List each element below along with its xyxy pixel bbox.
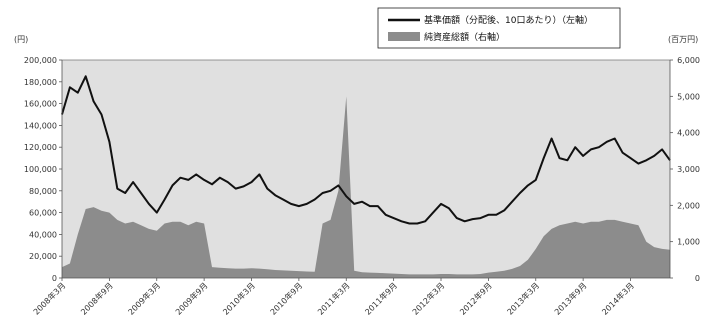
x-tick-label: 2009年9月: [173, 280, 209, 316]
legend: 基準価額（分配後、10口あたり）（左軸） 純資産総額（右軸）: [377, 7, 621, 49]
legend-swatch-nav: [388, 32, 420, 41]
left-tick-label: 160,000: [24, 100, 57, 109]
left-tick-label: 120,000: [24, 143, 57, 152]
x-tick-label: 2010年3月: [221, 280, 257, 316]
legend-label-price: 基準価額（分配後、10口あたり）（左軸）: [424, 14, 593, 26]
right-tick-label: 3,000: [677, 165, 700, 174]
left-tick-label: 80,000: [29, 187, 57, 196]
right-tick-label: 4,000: [677, 129, 700, 138]
right-tick-label: 1,000: [677, 238, 700, 247]
left-tick-label: 40,000: [29, 230, 57, 239]
x-tick-label: 2010年9月: [268, 280, 304, 316]
x-tick-label: 2009年3月: [126, 280, 162, 316]
x-tick-label: 2012年9月: [457, 280, 493, 316]
right-tick-label: 6,000: [677, 56, 700, 65]
x-tick-label: 2011年3月: [315, 280, 351, 316]
right-tick-label: 0: [695, 274, 700, 283]
x-tick-label: 2013年9月: [552, 280, 588, 316]
left-tick-label: 20,000: [29, 252, 57, 261]
left-tick-label: 0: [52, 274, 57, 283]
right-tick-label: 5,000: [677, 92, 700, 101]
x-tick-label: 2011年9月: [363, 280, 399, 316]
x-axis-ticks: 2008年3月 2008年9月 2009年3月 2009年9月 2010年3月 2010年…: [31, 278, 636, 317]
nav-area: [62, 96, 670, 278]
price-line-series: [61, 75, 671, 225]
right-axis-unit: (百万円): [668, 35, 698, 44]
legend-box: [377, 7, 621, 49]
x-tick-label: 2008年9月: [78, 280, 114, 316]
x-tick-label: 2014年3月: [600, 280, 636, 316]
nav-area-series: [62, 96, 670, 278]
left-tick-label: 140,000: [24, 121, 57, 130]
left-axis-ticks: 0 20,000 40,000 60,000 80,000 100,000 120,000 1…: [24, 56, 62, 283]
right-axis-ticks: 0 1,000 2,000 3,000 4,000 5,000 6,000: [670, 56, 700, 283]
left-tick-label: 60,000: [29, 209, 57, 218]
x-tick-label: 2013年3月: [505, 280, 541, 316]
x-tick-label: 2012年3月: [410, 280, 446, 316]
right-tick-label: 2,000: [677, 201, 700, 210]
left-tick-label: 180,000: [24, 78, 57, 87]
left-tick-label: 100,000: [24, 165, 57, 174]
left-axis-unit: (円): [14, 35, 28, 44]
legend-label-nav: 純資産総額（右軸）: [424, 31, 505, 43]
x-tick-label: 2008年3月: [31, 280, 67, 316]
price-line: [61, 75, 671, 225]
left-tick-label: 200,000: [24, 56, 57, 65]
